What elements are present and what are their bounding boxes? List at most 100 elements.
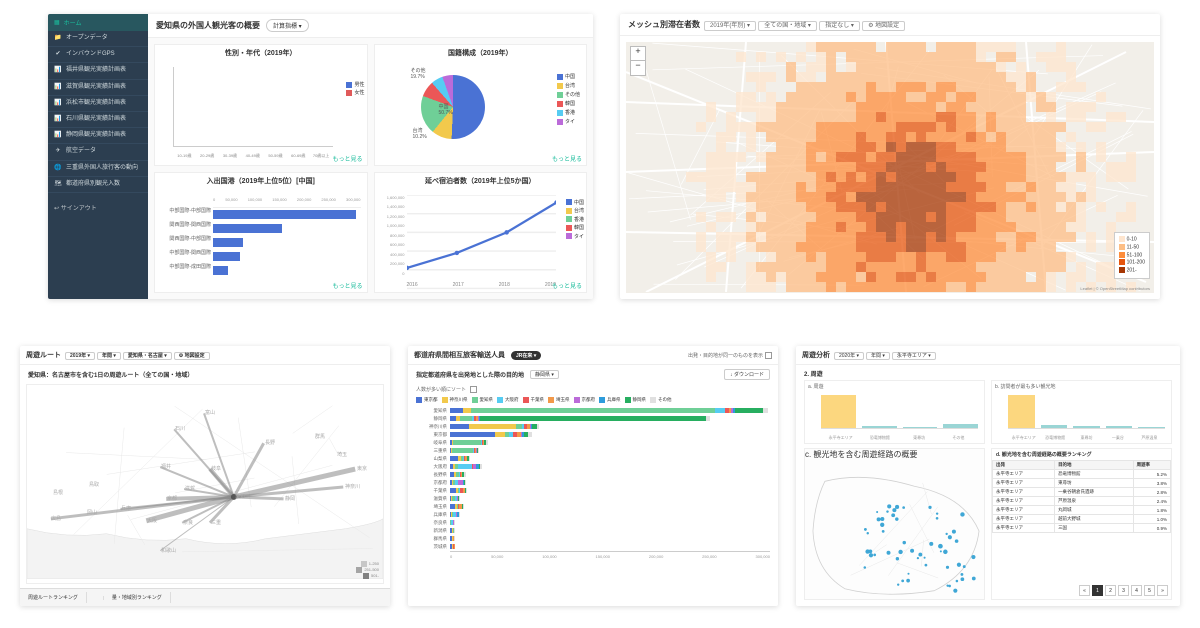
pager-button[interactable]: 1: [1092, 585, 1103, 596]
sidebar-item-label: 航空データ: [66, 148, 96, 155]
map-control[interactable]: 全ての国・地域 ▾: [758, 21, 817, 31]
route-map[interactable]: 1-250251-500501- 富山石川福井岐阜長野群馬埼玉東京神奈川静岡愛知…: [26, 384, 384, 584]
heatmap-panel: メッシュ別滞在者数 2019年(年別) ▾ 全ての国・地域 ▾ 指定なし ▾ ⚙…: [620, 14, 1160, 299]
pager-button[interactable]: 5: [1144, 585, 1155, 596]
filter-control[interactable]: 2020年 ▾: [834, 352, 864, 360]
sort-toggle[interactable]: 人数が多い順にソート: [408, 384, 778, 395]
pager-button[interactable]: 4: [1131, 585, 1142, 596]
more-link[interactable]: もっと見る: [332, 154, 362, 163]
card-title: 延べ宿泊者数（2019年上位5か国）: [375, 173, 587, 189]
more-link[interactable]: もっと見る: [332, 281, 362, 290]
pager-button[interactable]: »: [1157, 585, 1168, 596]
prefecture-select[interactable]: 静岡県 ▾: [530, 370, 559, 379]
route-header: 周遊ルート 2019年 ▾ 年間 ▾ 愛知県・名古屋 ▾ ⚙ 地図設定: [20, 346, 390, 365]
stacked-row: 大阪府: [416, 463, 770, 470]
sidebar-item[interactable]: 🌐三重県外国人旅行客の動向: [48, 161, 148, 177]
dashboard-main: 愛知県の外国人観光客の概要 計算指標 ▾ 性別・年代（2019年） 10-19歳…: [148, 14, 593, 299]
filter-control[interactable]: ⚙ 地図設定: [174, 352, 210, 360]
transport-title: 都道府県間相互旅客輸送人員: [414, 350, 505, 360]
metric-dropdown[interactable]: 計算指標 ▾: [266, 19, 309, 32]
more-link[interactable]: もっと見る: [552, 154, 582, 163]
stacked-legend: 東京都神奈川県愛知県大阪府千葉県埼玉県京都府兵庫県静岡県その他: [408, 395, 778, 405]
heatmap-header: メッシュ別滞在者数 2019年(年別) ▾ 全ての国・地域 ▾ 指定なし ▾ ⚙…: [620, 14, 1160, 36]
heatmap-title: メッシュ別滞在者数: [628, 19, 700, 30]
zoom-out-icon[interactable]: −: [631, 61, 645, 75]
scatter-map: [805, 461, 984, 606]
dashboard-header: 愛知県の外国人観光客の概要 計算指標 ▾: [148, 14, 593, 38]
dashboard-title: 愛知県の外国人観光客の概要: [156, 20, 260, 31]
menu-icon: 📊: [54, 116, 62, 123]
card-title: d. 観光地を含む周遊経路の概要ランキング: [992, 449, 1171, 460]
map-control[interactable]: 2019年(年別) ▾: [704, 21, 756, 31]
signout-label: サインアウト: [61, 206, 97, 212]
sidebar-item[interactable]: 🗺 都道府県別観光入数: [48, 177, 148, 193]
menu-icon: 🗺: [54, 181, 62, 188]
stacked-row: 岐阜県: [416, 439, 770, 446]
sidebar-item-label: 都道府県別観光入数: [66, 181, 120, 188]
zoom-in-icon[interactable]: +: [631, 47, 645, 61]
stacked-hbar-chart: 愛知県静岡県神奈川県東京都岐阜県三重県山梨県大阪府長野県京都府千葉県滋賀県埼玉県…: [416, 407, 770, 600]
stacked-row: 群馬県: [416, 535, 770, 542]
mode-badge[interactable]: JR在来 ▾: [511, 351, 541, 360]
sidebar-item[interactable]: 📊滋賀県観光実績計画表: [48, 80, 148, 96]
mini-bar-card: a. 周遊永平寺エリア恐竜博物館東尋坊その他: [804, 380, 985, 444]
sidebar-item[interactable]: 📊石川県観光実績計画表: [48, 112, 148, 128]
scatter-map-card: c. 観光地を含む周遊経路の概要: [804, 448, 985, 600]
sidebar-item-label: 浜松市観光実績計画表: [66, 100, 126, 107]
stacked-row: 愛知県: [416, 407, 770, 414]
download-button[interactable]: ↓ ダウンロード: [724, 369, 770, 380]
analysis-title: 周遊分析: [802, 350, 830, 360]
filter-control[interactable]: 愛知県・名古屋 ▾: [123, 352, 172, 360]
sidebar-item-label: 福井県観光実績計画表: [66, 67, 126, 74]
footer-tab[interactable]: [87, 596, 104, 600]
stacked-row: 神奈川県: [416, 423, 770, 430]
stacked-row: 滋賀県: [416, 495, 770, 502]
dashboard-panel: ▦ ホーム 📁オープンデータ✔インバウンドGPS 📊 福井県観光実績計画表 📊滋賀県観光…: [48, 14, 593, 299]
grid-icon: ▦: [54, 19, 60, 26]
sidebar-item[interactable]: ✔インバウンドGPS: [48, 47, 148, 63]
sidebar-item[interactable]: 📊 福井県観光実績計画表: [48, 63, 148, 79]
stacked-row: 千葉県: [416, 487, 770, 494]
sidebar-item[interactable]: 📁オープンデータ: [48, 31, 148, 47]
map-control[interactable]: ⚙ 地図設定: [862, 21, 905, 31]
map-control[interactable]: 指定なし ▾: [819, 21, 860, 31]
ranking-table: 出発目的地周遊率永平寺エリア恐竜博物館5.2%永平寺エリア東尋坊3.8%永平寺エ…: [992, 460, 1171, 533]
sidebar-home-label: ホーム: [64, 18, 82, 27]
stacked-row: 東京都: [416, 431, 770, 438]
stacked-row: 静岡県: [416, 415, 770, 422]
menu-icon: 📊: [54, 67, 62, 74]
footer-tab[interactable]: 量・地域別ランキング: [104, 592, 171, 603]
stacked-row: 兵庫県: [416, 511, 770, 518]
sidebar-item[interactable]: 📊静岡県観光実績計画表: [48, 128, 148, 144]
transport-header: 都道府県間相互旅客輸送人員 JR在来 ▾ 出発・目的地が同一のものを表示: [408, 346, 778, 365]
more-link[interactable]: もっと見る: [552, 281, 582, 290]
sidebar-item[interactable]: 📊 浜松市観光実績計画表: [48, 96, 148, 112]
sidebar-item[interactable]: ✈航空データ: [48, 144, 148, 160]
same-od-checkbox[interactable]: 出発・目的地が同一のものを表示: [688, 352, 772, 359]
stacked-row: 奈良県: [416, 519, 770, 526]
filter-control[interactable]: 2019年 ▾: [65, 352, 95, 360]
sidebar-item-label: 三重県外国人旅行客の動向: [66, 165, 138, 172]
route-title: 周遊ルート: [26, 350, 61, 360]
filter-control[interactable]: 年間 ▾: [866, 352, 890, 360]
mini-bar-card: b. 訪問者が最も多い観光地永平寺エリア恐竜博物館東尋坊一乗谷芦原温泉: [991, 380, 1172, 444]
menu-icon: 📊: [54, 132, 62, 139]
route-footer-tabs: 周遊ルートランキング 量・地域別ランキング: [20, 588, 390, 606]
filter-control[interactable]: 年間 ▾: [97, 352, 121, 360]
card-gender-age: 性別・年代（2019年） 10-19歳20-29歳30-39歳40-49歳50-…: [154, 44, 368, 166]
sidebar-item-label: オープンデータ: [66, 35, 108, 42]
heatmap-legend: 0-1011-5051-100101-200201-: [1114, 232, 1150, 279]
analysis-panel: 周遊分析 2020年 ▾ 年間 ▾ 永平寺エリア ▾ 2. 周遊 a. 周遊永平…: [796, 346, 1180, 606]
card-ports: 入出国港（2019年上位5位）[中国] 050,000100,000150,00…: [154, 172, 368, 294]
signout-button[interactable]: ↩ サインアウト: [48, 199, 148, 216]
zoom-control[interactable]: +−: [630, 46, 646, 76]
sidebar-home[interactable]: ▦ ホーム: [48, 14, 148, 31]
pager-button[interactable]: 2: [1105, 585, 1116, 596]
pager-button[interactable]: «: [1079, 585, 1090, 596]
menu-icon: 📊: [54, 100, 62, 107]
filter-control[interactable]: 永平寺エリア ▾: [892, 352, 936, 360]
footer-tab[interactable]: 周遊ルートランキング: [20, 592, 87, 603]
sidebar-item-label: インバウンドGPS: [66, 51, 115, 58]
pager-button[interactable]: 3: [1118, 585, 1129, 596]
heatmap-area[interactable]: +− 0-1011-5051-100101-200201- Leaflet | …: [626, 42, 1154, 293]
